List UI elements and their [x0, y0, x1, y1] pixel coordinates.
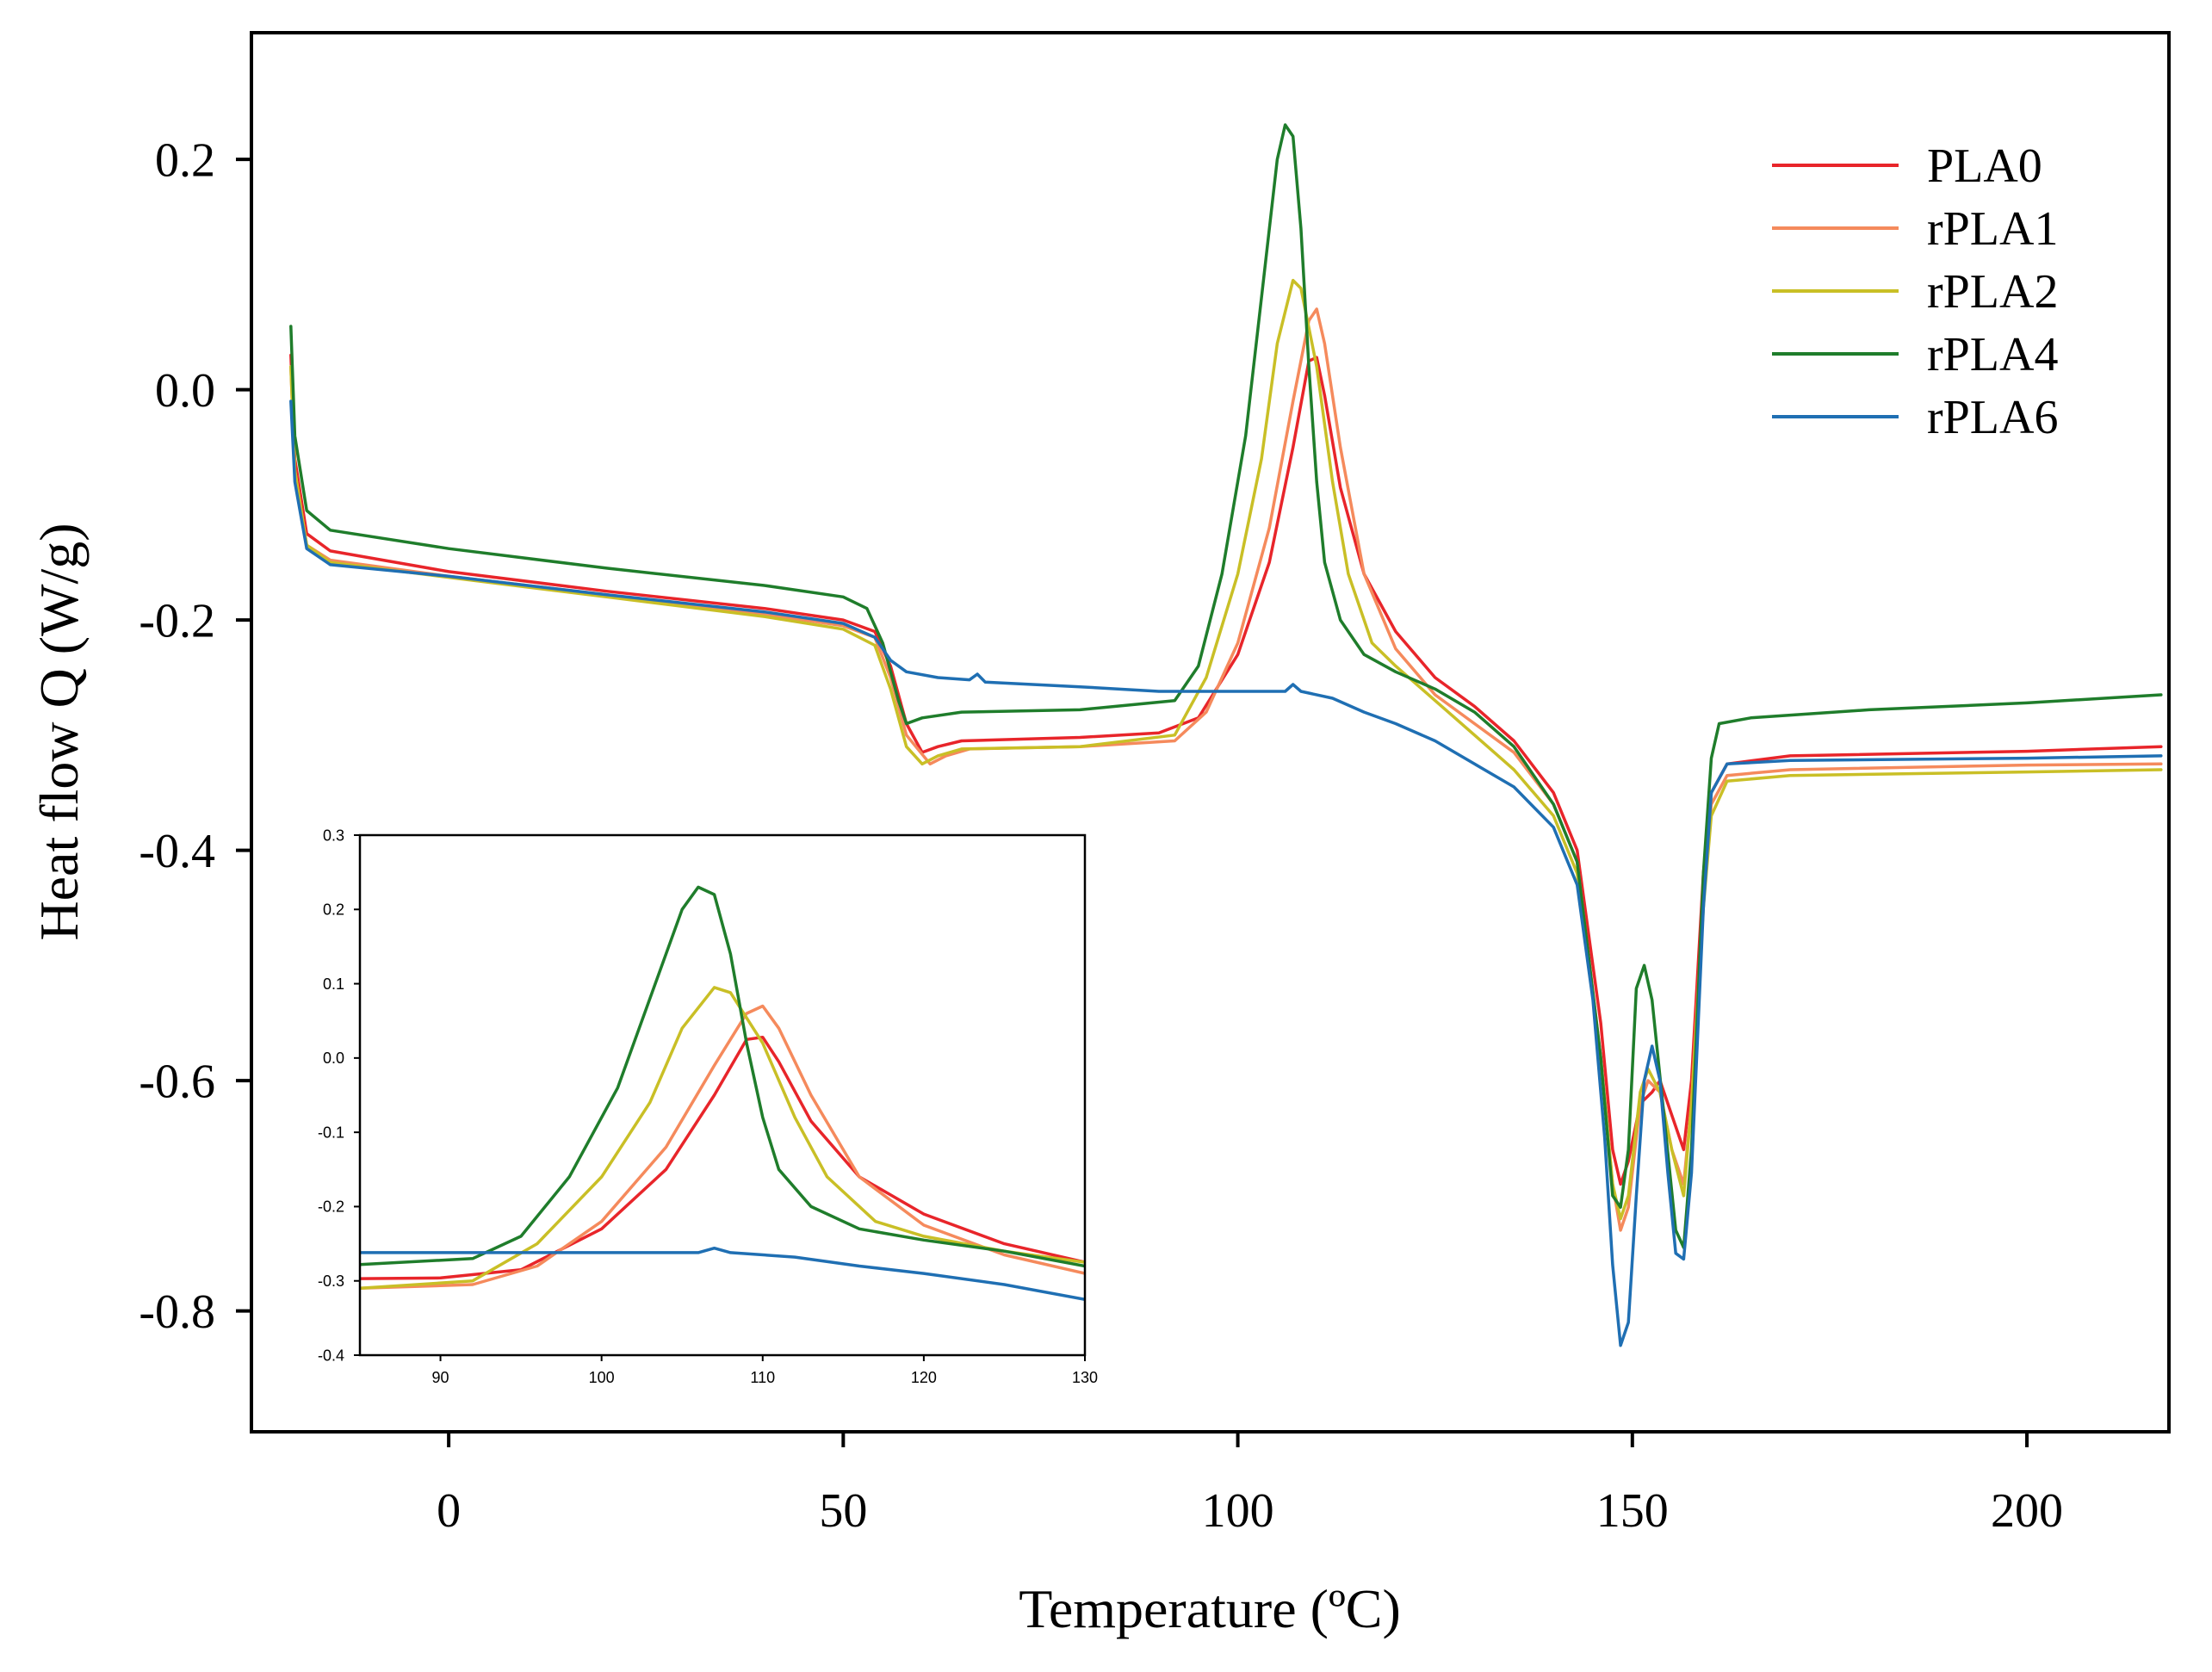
main-x-tick-label: 50	[819, 1484, 867, 1538]
inset-x-tick-label: 120	[911, 1369, 937, 1386]
inset-series-rpla1	[360, 1004, 1085, 1291]
inset-series-group	[360, 885, 1085, 1302]
inset-y-tick-label: 0.3	[323, 827, 344, 844]
main-x-tick-label: 100	[1202, 1484, 1274, 1538]
inset-y-tick-label: 0.0	[323, 1050, 344, 1067]
inset-y-tick-label: -0.3	[318, 1273, 344, 1290]
inset-y-tick-label: -0.4	[318, 1347, 344, 1364]
legend-label-rpla6: rPLA6	[1927, 391, 2058, 444]
main-y-tick-label: 0.2	[155, 134, 215, 188]
main-x-tick-label: 150	[1596, 1484, 1669, 1538]
main-y-tick-label: -0.4	[139, 825, 215, 878]
inset-y-ticks: -0.4 -0.3 -0.2 -0.1 0.0 0.1 0.2 0.3	[318, 827, 360, 1364]
inset-x-tick-label: 130	[1072, 1369, 1098, 1386]
inset-plot: 90 100 110 120 130 -0.4 -0.3 -0.2 -0.1 0.0 0.1 0.2…	[318, 827, 1098, 1386]
main-y-tick-label: -0.6	[139, 1056, 215, 1109]
inset-series-pla0	[360, 1035, 1085, 1280]
inset-y-tick-label: 0.1	[323, 975, 344, 993]
inset-y-tick-label: 0.2	[323, 901, 344, 919]
legend-label-rpla2: rPLA2	[1927, 265, 2058, 319]
main-y-axis-title: Heat flow Q (W/g)	[28, 523, 90, 940]
main-series-pla0	[289, 353, 2163, 1186]
inset-x-tick-label: 110	[750, 1369, 775, 1386]
inset-plot-frame	[358, 833, 1087, 1357]
legend-label-rpla1: rPLA1	[1927, 202, 2058, 256]
inset-plot-background	[360, 835, 1085, 1355]
inset-series-rpla6	[360, 1246, 1085, 1302]
main-x-axis-title: Temperature (ºC)	[1019, 1578, 1401, 1639]
main-y-tick-label: -0.8	[139, 1285, 215, 1339]
main-x-ticks: 0 50 100 150 200	[437, 1432, 2063, 1538]
inset-series-rpla4	[360, 885, 1085, 1268]
main-series-rpla6	[289, 399, 2163, 1347]
inset-series-rpla2	[360, 986, 1085, 1291]
legend-label-pla0: PLA0	[1927, 139, 2042, 193]
main-plot-frame	[250, 31, 2171, 1434]
main-x-tick-label: 200	[1991, 1484, 2063, 1538]
main-series-rpla4	[289, 123, 2163, 1249]
main-series-group	[289, 123, 2163, 1347]
inset-x-ticks: 90 100 110 120 130	[432, 1355, 1098, 1386]
main-plot: 0 50 100 150 200 -0.8 -0.6 -0.4 -0.2 0.0 0.2 Temp…	[28, 31, 2171, 1639]
main-y-tick-label: 0.0	[155, 364, 215, 418]
inset-y-tick-label: -0.1	[318, 1124, 344, 1141]
legend-label-rpla4: rPLA4	[1927, 328, 2058, 381]
main-y-ticks: -0.8 -0.6 -0.4 -0.2 0.0 0.2	[139, 134, 251, 1339]
main-y-tick-label: -0.2	[139, 595, 215, 648]
inset-x-tick-label: 90	[432, 1369, 449, 1386]
main-x-tick-label: 0	[437, 1484, 461, 1538]
inset-x-tick-label: 100	[589, 1369, 615, 1386]
legend: PLA0 rPLA1 rPLA2 rPLA4 rPLA6	[1772, 139, 2058, 444]
main-series-rpla2	[289, 278, 2163, 1221]
inset-y-tick-label: -0.2	[318, 1198, 344, 1216]
